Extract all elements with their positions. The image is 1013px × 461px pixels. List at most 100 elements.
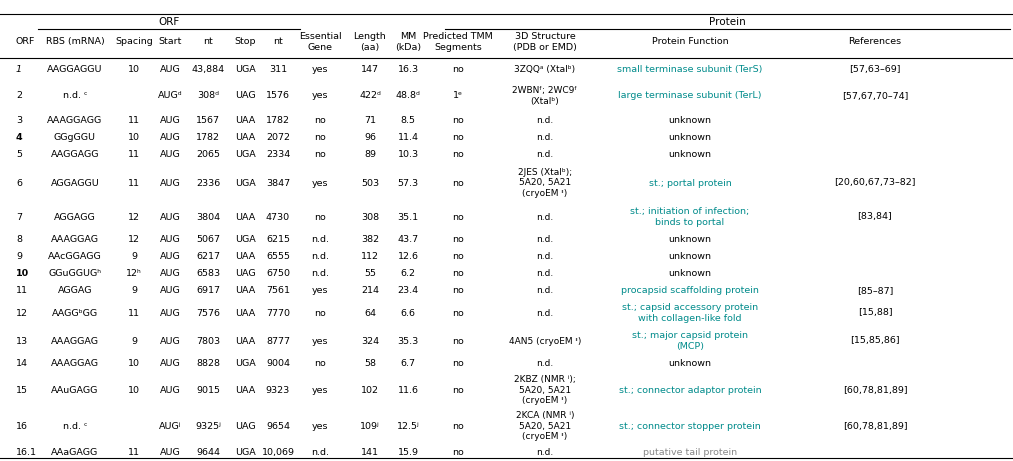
Text: n.d.: n.d. [536, 213, 554, 221]
Text: 12.5ʲ: 12.5ʲ [397, 421, 419, 431]
Text: 147: 147 [361, 65, 379, 75]
Text: no: no [314, 359, 326, 368]
Text: no: no [452, 213, 464, 221]
Text: 12: 12 [128, 235, 140, 244]
Text: n.d.: n.d. [536, 359, 554, 368]
Text: 35.1: 35.1 [397, 213, 418, 221]
Text: 4: 4 [16, 133, 22, 142]
Text: 6750: 6750 [266, 269, 290, 278]
Text: 16.3: 16.3 [397, 65, 418, 75]
Text: UGA: UGA [235, 448, 255, 457]
Text: 9: 9 [131, 286, 137, 295]
Text: Protein: Protein [709, 17, 746, 27]
Text: 214: 214 [361, 286, 379, 295]
Text: 55: 55 [364, 269, 376, 278]
Text: 9323: 9323 [265, 385, 290, 395]
Text: n.d.: n.d. [536, 133, 554, 142]
Text: 2336: 2336 [196, 178, 220, 188]
Text: 1567: 1567 [196, 116, 220, 125]
Text: 11: 11 [128, 178, 140, 188]
Text: 6.2: 6.2 [400, 269, 415, 278]
Text: 10: 10 [16, 269, 29, 278]
Text: AUGʲ: AUGʲ [159, 421, 181, 431]
Text: 102: 102 [361, 385, 379, 395]
Text: 12ʰ: 12ʰ [127, 269, 142, 278]
Text: 311: 311 [268, 65, 287, 75]
Text: AAAGGAG: AAAGGAG [51, 359, 99, 368]
Text: ORF: ORF [16, 37, 35, 47]
Text: yes: yes [312, 178, 328, 188]
Text: no: no [452, 65, 464, 75]
Text: UAA: UAA [235, 337, 255, 345]
Text: 9654: 9654 [266, 421, 290, 431]
Text: 10: 10 [128, 133, 140, 142]
Text: [15,88]: [15,88] [858, 308, 892, 318]
Text: 6.7: 6.7 [400, 359, 415, 368]
Text: [60,78,81,89]: [60,78,81,89] [843, 385, 908, 395]
Text: no: no [314, 308, 326, 318]
Text: AUG: AUG [160, 235, 180, 244]
Text: 11: 11 [128, 116, 140, 125]
Text: st.; portal protein: st.; portal protein [648, 178, 731, 188]
Text: AUG: AUG [160, 286, 180, 295]
Text: 15: 15 [16, 385, 28, 395]
Text: AAAGGAG: AAAGGAG [51, 235, 99, 244]
Text: GGgGGU: GGgGGU [54, 133, 96, 142]
Text: AUG: AUG [160, 150, 180, 159]
Text: no: no [314, 133, 326, 142]
Text: 12: 12 [16, 308, 28, 318]
Text: no: no [452, 448, 464, 457]
Text: 6217: 6217 [196, 252, 220, 261]
Text: AAaGAGG: AAaGAGG [52, 448, 98, 457]
Text: small terminase subunit (TerS): small terminase subunit (TerS) [617, 65, 763, 75]
Text: no: no [452, 269, 464, 278]
Text: UAA: UAA [235, 133, 255, 142]
Text: [83,84]: [83,84] [858, 213, 892, 221]
Text: 109ʲ: 109ʲ [361, 421, 380, 431]
Text: 14: 14 [16, 359, 28, 368]
Text: 10: 10 [128, 359, 140, 368]
Text: [57,63–69]: [57,63–69] [849, 65, 901, 75]
Text: AAGGAGG: AAGGAGG [51, 150, 99, 159]
Text: 6555: 6555 [266, 252, 290, 261]
Text: 308ᵈ: 308ᵈ [197, 91, 219, 100]
Text: 2KBZ (NMR ⁱ);
5A20, 5A21
(cryoEM ᶧ): 2KBZ (NMR ⁱ); 5A20, 5A21 (cryoEM ᶧ) [515, 375, 575, 405]
Text: 10: 10 [128, 65, 140, 75]
Text: 7576: 7576 [196, 308, 220, 318]
Text: UAG: UAG [235, 421, 255, 431]
Text: 10,069: 10,069 [261, 448, 295, 457]
Text: 1782: 1782 [196, 133, 220, 142]
Text: 12.6: 12.6 [397, 252, 418, 261]
Text: n.d.: n.d. [536, 252, 554, 261]
Text: 1576: 1576 [266, 91, 290, 100]
Text: 3: 3 [16, 116, 22, 125]
Text: 1ᵉ: 1ᵉ [453, 91, 463, 100]
Text: UGA: UGA [235, 235, 255, 244]
Text: AGGAGGU: AGGAGGU [51, 178, 99, 188]
Text: AUG: AUG [160, 269, 180, 278]
Text: n.d. ᶜ: n.d. ᶜ [63, 421, 87, 431]
Text: unknown: unknown [669, 359, 711, 368]
Text: no: no [452, 252, 464, 261]
Text: n.d.: n.d. [536, 286, 554, 295]
Text: 112: 112 [361, 252, 379, 261]
Text: 324: 324 [361, 337, 379, 345]
Text: 11: 11 [128, 448, 140, 457]
Text: nt: nt [204, 37, 213, 47]
Text: no: no [314, 150, 326, 159]
Text: 16: 16 [16, 421, 28, 431]
Text: Length
(aa): Length (aa) [354, 32, 386, 52]
Text: 5067: 5067 [196, 235, 220, 244]
Text: yes: yes [312, 385, 328, 395]
Text: AUG: AUG [160, 252, 180, 261]
Text: n.d. ᶜ: n.d. ᶜ [63, 91, 87, 100]
Text: n.d.: n.d. [311, 235, 329, 244]
Text: 2JES (Xtalᵇ);
5A20, 5A21
(cryoEM ᶧ): 2JES (Xtalᵇ); 5A20, 5A21 (cryoEM ᶧ) [518, 168, 572, 198]
Text: 11.6: 11.6 [397, 385, 418, 395]
Text: AUG: AUG [160, 308, 180, 318]
Text: n.d.: n.d. [311, 448, 329, 457]
Text: 9644: 9644 [196, 448, 220, 457]
Text: AUG: AUG [160, 178, 180, 188]
Text: 35.3: 35.3 [397, 337, 418, 345]
Text: UGA: UGA [235, 65, 255, 75]
